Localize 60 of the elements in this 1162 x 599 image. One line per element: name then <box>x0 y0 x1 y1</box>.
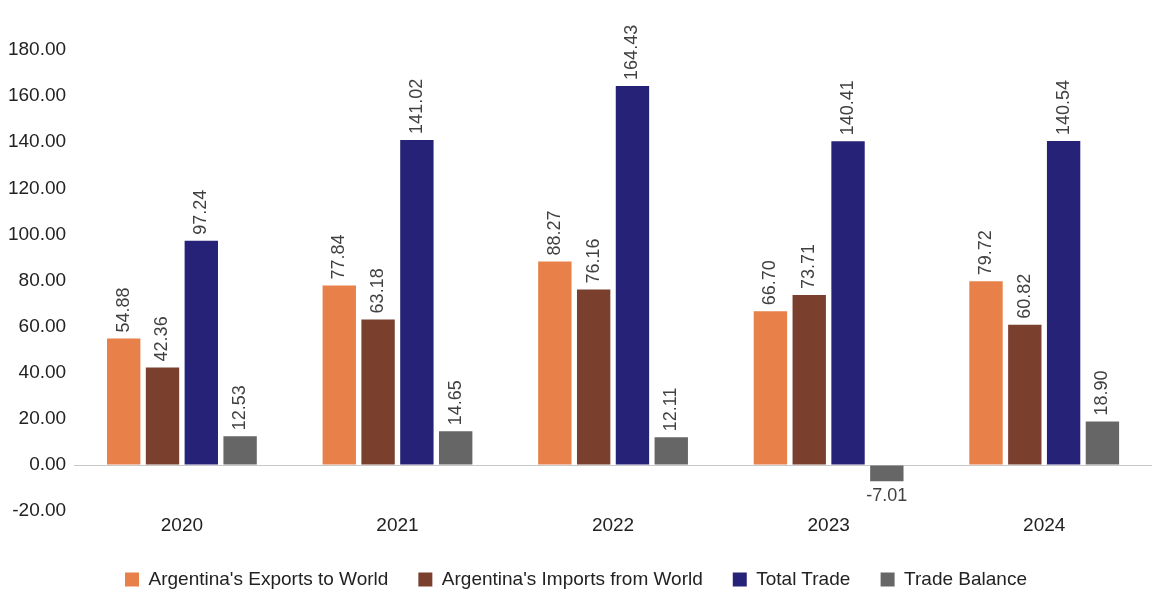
y-tick-label: 100.00 <box>7 222 67 244</box>
data-label: 18.90 <box>1091 370 1112 416</box>
y-tick-label: 0.00 <box>29 453 67 475</box>
x-tick-label: 2022 <box>591 513 635 535</box>
x-tick-label: 2021 <box>376 513 419 535</box>
data-label: 140.54 <box>1052 79 1073 135</box>
y-tick-label: 140.00 <box>7 130 67 152</box>
bar <box>107 338 141 465</box>
y-tick-label: 160.00 <box>7 84 67 106</box>
data-label: 164.43 <box>621 24 642 80</box>
bar <box>792 295 826 465</box>
y-tick-label: 60.00 <box>18 314 67 336</box>
data-label: 77.84 <box>328 234 349 280</box>
data-label: 66.70 <box>759 260 780 306</box>
bar <box>145 367 180 465</box>
y-tick-label: 40.00 <box>18 361 67 383</box>
data-label: -7.01 <box>866 485 908 506</box>
y-tick-label: 20.00 <box>18 407 67 429</box>
bar <box>654 437 688 465</box>
data-label: 97.24 <box>190 189 211 235</box>
legend-label: Argentina's Exports to World <box>148 567 389 589</box>
bar <box>753 311 788 465</box>
bar <box>870 465 904 482</box>
bar <box>1085 421 1120 465</box>
bar <box>400 139 434 465</box>
legend-label: Total Trade <box>756 567 851 589</box>
data-label: 73.71 <box>798 244 819 290</box>
bar <box>439 431 473 465</box>
data-label: 76.16 <box>582 238 603 284</box>
bar <box>576 289 611 465</box>
data-label: 12.11 <box>660 387 681 432</box>
data-label: 63.18 <box>367 268 388 314</box>
bar <box>615 85 650 465</box>
bar <box>1046 141 1081 465</box>
data-label: 54.88 <box>112 287 133 333</box>
y-tick-label: 180.00 <box>7 38 67 60</box>
data-label: 141.02 <box>405 78 426 134</box>
bar <box>322 285 356 465</box>
y-tick-label: 80.00 <box>18 268 67 290</box>
data-label: 88.27 <box>543 210 564 256</box>
data-label: 14.65 <box>444 380 465 426</box>
x-tick-label: 2023 <box>807 513 850 535</box>
bar <box>538 261 572 465</box>
x-tick-label: 2020 <box>160 513 204 535</box>
bar <box>831 141 865 465</box>
legend-label: Trade Balance <box>904 567 1027 589</box>
data-label: 140.41 <box>837 80 857 136</box>
bar <box>223 436 257 465</box>
bar <box>361 319 395 465</box>
bar <box>1008 324 1042 465</box>
bar <box>184 240 218 465</box>
data-label: 60.82 <box>1013 273 1034 319</box>
x-tick-label: 2024 <box>1023 513 1066 535</box>
y-tick-label: 120.00 <box>7 176 67 198</box>
data-label: 42.36 <box>151 316 172 362</box>
y-tick-label: -20.00 <box>12 499 67 521</box>
data-label: 79.72 <box>974 230 995 276</box>
legend-label: Argentina's Imports from World <box>441 567 703 589</box>
bar <box>969 281 1003 465</box>
data-label: 12.53 <box>229 385 250 431</box>
